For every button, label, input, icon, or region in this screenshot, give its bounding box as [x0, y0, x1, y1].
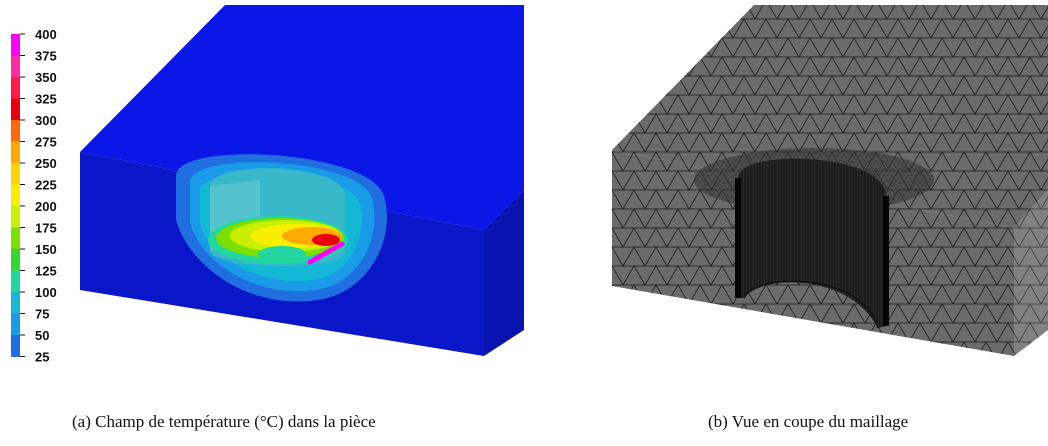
- colorbar-segment: [11, 206, 20, 228]
- colorbar-tick-label: 150: [35, 242, 57, 257]
- block-side-face: [484, 190, 524, 356]
- colorbar-tick-label: 100: [35, 285, 57, 300]
- temperature-contour-zone: [176, 154, 387, 302]
- colorbar-segment: [11, 249, 20, 271]
- colorbar-tick-label: 125: [35, 264, 57, 279]
- colorbar-segment: [11, 335, 20, 357]
- mesh-top-face: [612, 5, 1048, 228]
- temperature-colorbar: 400 375 350 325 300 275 250 225 200 175 150 125 100 7…: [11, 27, 57, 365]
- colorbar-segment: [11, 227, 20, 250]
- figure-a-temperature-field: 400 375 350 325 300 275 250 225 200 175 150 125 100 7…: [11, 5, 524, 431]
- colorbar-segment: [11, 77, 20, 99]
- caption-b: (b) Vue en coupe du maillage: [708, 412, 909, 431]
- colorbar-segment: [11, 120, 20, 142]
- mesh-side-face: [1014, 190, 1048, 356]
- mesh-section-svg: [612, 5, 1048, 356]
- colorbar-tick-label: 375: [35, 49, 57, 64]
- colorbar-segment: [11, 270, 20, 293]
- colorbar-tick-label: 350: [35, 70, 57, 85]
- figure-b-mesh-section: (b) Vue en coupe du maillage: [524, 0, 1048, 446]
- colorbar-segment: [11, 34, 20, 56]
- colorbar-segment: [11, 141, 20, 164]
- colorbar-tick-label: 25: [35, 350, 49, 365]
- caption-a: (a) Champ de température (°C) dans la pi…: [72, 412, 376, 431]
- colorbar-tick-label: 200: [35, 199, 57, 214]
- colorbar-segment: [11, 292, 20, 314]
- laser-trace: [307, 241, 345, 265]
- block-top-face: [80, 5, 524, 230]
- colorbar-segment: [11, 184, 20, 207]
- colorbar-tick-label: 175: [35, 221, 57, 236]
- colorbar-tick-label: 325: [35, 92, 57, 107]
- colorbar-segment: [11, 163, 20, 185]
- temperature-field-svg: 400 375 350 325 300 275 250 225 200 175 150 125 100 7…: [11, 5, 524, 365]
- mesh-hole-wall: [738, 158, 886, 328]
- colorbar-tick-label: 50: [35, 328, 49, 343]
- colorbar-tick-label: 75: [35, 307, 49, 322]
- colorbar-tick-label: 275: [35, 135, 57, 150]
- colorbar-segment: [11, 55, 20, 78]
- colorbar-tick-label: 225: [35, 178, 57, 193]
- colorbar-segment: [11, 98, 20, 121]
- colorbar-tick-label: 250: [35, 156, 57, 171]
- colorbar-tick-label: 400: [35, 27, 57, 42]
- colorbar-segment: [11, 313, 20, 336]
- colorbar-tick-label: 300: [35, 113, 57, 128]
